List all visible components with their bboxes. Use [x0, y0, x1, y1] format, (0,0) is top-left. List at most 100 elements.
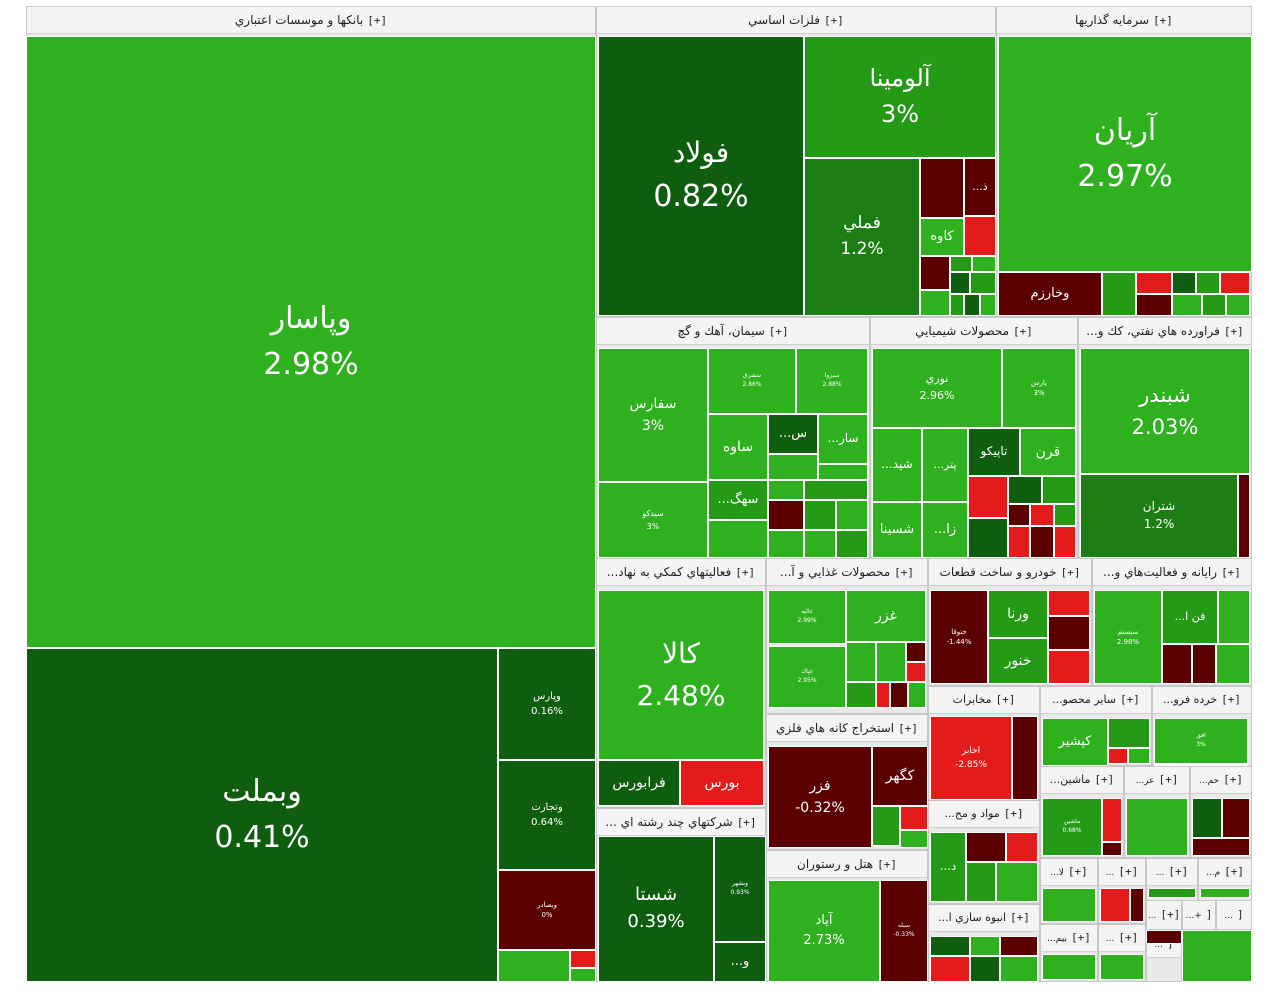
treemap-cell[interactable] [1196, 272, 1220, 294]
stock-tile[interactable]: ذ... [964, 158, 996, 216]
treemap-cell[interactable] [570, 950, 596, 968]
treemap-cell[interactable] [1048, 590, 1090, 616]
sector-header[interactable]: [+]رايانه و فعاليت‌هاي و... [1093, 559, 1251, 586]
stock-tile[interactable]: وبصادر 0% [498, 870, 596, 950]
treemap-cell[interactable] [1192, 644, 1216, 684]
treemap-cell[interactable] [1102, 842, 1122, 856]
sector-header[interactable]: [+]خودرو و ساخت قطعات [929, 559, 1091, 586]
treemap-cell[interactable] [930, 936, 970, 956]
treemap-cell[interactable] [950, 272, 970, 294]
stock-tile[interactable]: شبندر 2.03% [1080, 348, 1250, 474]
expand-button[interactable]: [+] [1118, 931, 1139, 944]
treemap-cell[interactable] [1006, 832, 1038, 862]
treemap-cell[interactable] [1202, 294, 1226, 316]
treemap-cell[interactable] [872, 806, 900, 846]
treemap-cell[interactable] [1048, 650, 1090, 684]
treemap-cell[interactable] [768, 500, 804, 530]
expand-button[interactable]: [+] [1120, 693, 1140, 706]
treemap-cell[interactable] [1008, 526, 1030, 558]
treemap-cell[interactable] [1172, 294, 1202, 316]
stock-tile[interactable]: ختوقا -1.44% [930, 590, 988, 684]
expand-button[interactable]: [+] [995, 693, 1016, 706]
stock-tile[interactable]: سفارس 3% [598, 348, 708, 482]
treemap-cell[interactable] [804, 500, 836, 530]
treemap-cell[interactable] [1148, 888, 1196, 898]
stock-tile[interactable]: سهگ... [708, 480, 768, 520]
treemap-cell[interactable] [768, 480, 804, 500]
stock-tile[interactable]: كالا 2.48% [598, 590, 764, 760]
stock-tile[interactable]: سشرق 2.86% [708, 348, 796, 414]
sector-header[interactable]: [+]حم... [1191, 767, 1251, 794]
expand-button[interactable]: [ [1205, 908, 1213, 921]
treemap-cell[interactable] [920, 256, 950, 290]
stock-tile[interactable]: سيدكو 3% [598, 482, 708, 558]
treemap-cell[interactable] [1102, 272, 1136, 316]
sector-header[interactable]: [+]... [1147, 901, 1181, 929]
stock-tile[interactable]: فرابورس [598, 760, 680, 806]
treemap-cell[interactable] [1128, 748, 1150, 764]
expand-button[interactable]: [+] [824, 14, 844, 27]
stock-tile[interactable]: وپاسار 2.98% [26, 36, 596, 648]
stock-tile[interactable]: اخابر -2.85% [930, 716, 1012, 800]
sector-header[interactable]: [+]م... [1199, 859, 1251, 886]
treemap-cell[interactable] [1048, 616, 1090, 650]
treemap-cell[interactable] [970, 272, 996, 294]
treemap-cell[interactable] [900, 806, 928, 830]
stock-tile[interactable]: فن ا... [1162, 590, 1218, 644]
sector-header[interactable]: [+]فعاليتهاي كمكي به نهاد... [597, 559, 765, 586]
expand-button[interactable]: [+] [1221, 693, 1242, 706]
stock-tile[interactable]: س... [768, 414, 818, 454]
stock-tile[interactable]: آياد 2.73% [768, 880, 880, 982]
treemap-cell[interactable] [964, 294, 980, 316]
stock-tile[interactable]: شتران 1.2% [1080, 474, 1238, 558]
stock-tile[interactable]: قرن [1020, 428, 1076, 476]
treemap-cell[interactable] [1200, 888, 1250, 898]
stock-tile[interactable]: و... [714, 942, 766, 982]
treemap-cell[interactable] [1192, 838, 1250, 856]
expand-button[interactable]: [+] [1094, 773, 1115, 786]
stock-tile[interactable]: خنور [988, 638, 1048, 684]
stock-tile[interactable]: تاپيكو [968, 428, 1020, 476]
sector-header[interactable]: [+]مخابرات [929, 687, 1039, 714]
sector-header[interactable]: [+]خرده فرو... [1153, 687, 1251, 714]
stock-tile[interactable]: سيستم 2.98% [1094, 590, 1162, 684]
treemap-cell[interactable] [1042, 476, 1076, 504]
treemap-cell[interactable] [950, 294, 964, 316]
treemap-cell[interactable] [1172, 272, 1196, 294]
sector-header[interactable]: [+]بيم... [1041, 925, 1097, 952]
treemap-cell[interactable] [930, 956, 970, 982]
sector-header[interactable]: [+]سيمان، آهك و گچ [597, 318, 869, 345]
expand-button[interactable]: [+] [1224, 865, 1245, 878]
treemap-cell[interactable] [1192, 798, 1222, 838]
treemap-cell[interactable] [1238, 474, 1250, 558]
treemap-cell[interactable] [1042, 954, 1096, 980]
treemap-cell[interactable] [1136, 294, 1172, 316]
treemap-cell[interactable] [1130, 888, 1144, 922]
treemap-cell[interactable] [1218, 590, 1250, 644]
treemap-cell[interactable] [1220, 272, 1250, 294]
stock-tile[interactable]: غپاك 2.95% [768, 646, 846, 708]
treemap-cell[interactable] [836, 500, 868, 530]
treemap-cell[interactable] [768, 530, 804, 558]
treemap-cell[interactable] [970, 956, 1000, 982]
treemap-cell[interactable] [1102, 798, 1122, 842]
treemap-cell[interactable] [708, 520, 768, 558]
treemap-cell[interactable] [1154, 764, 1248, 766]
stock-tile[interactable]: پتر... [922, 428, 968, 502]
treemap-cell[interactable] [498, 950, 570, 982]
sector-header[interactable]: [+]ساير محصو... [1041, 687, 1151, 714]
stock-tile[interactable]: ساوه [708, 414, 768, 480]
stock-tile[interactable]: فولاد 0.82% [598, 36, 804, 316]
stock-tile[interactable]: افق 3% [1154, 718, 1248, 764]
stock-tile[interactable]: غاليه 2.99% [768, 590, 846, 644]
sector-header[interactable]: [+]مواد و مح... [929, 801, 1039, 828]
expand-button[interactable]: [+] [1067, 865, 1088, 878]
sector-header[interactable]: [+]عر... [1125, 767, 1189, 794]
treemap-cell[interactable] [968, 476, 1008, 518]
sector-header[interactable]: [+]لا... [1041, 859, 1097, 886]
stock-tile[interactable]: وبشهر 0.93% [714, 836, 766, 942]
treemap-cell[interactable] [876, 642, 906, 682]
treemap-cell[interactable] [1136, 272, 1172, 294]
expand-button[interactable]: [+] [1003, 807, 1024, 820]
stock-tile[interactable]: د... [930, 832, 966, 902]
